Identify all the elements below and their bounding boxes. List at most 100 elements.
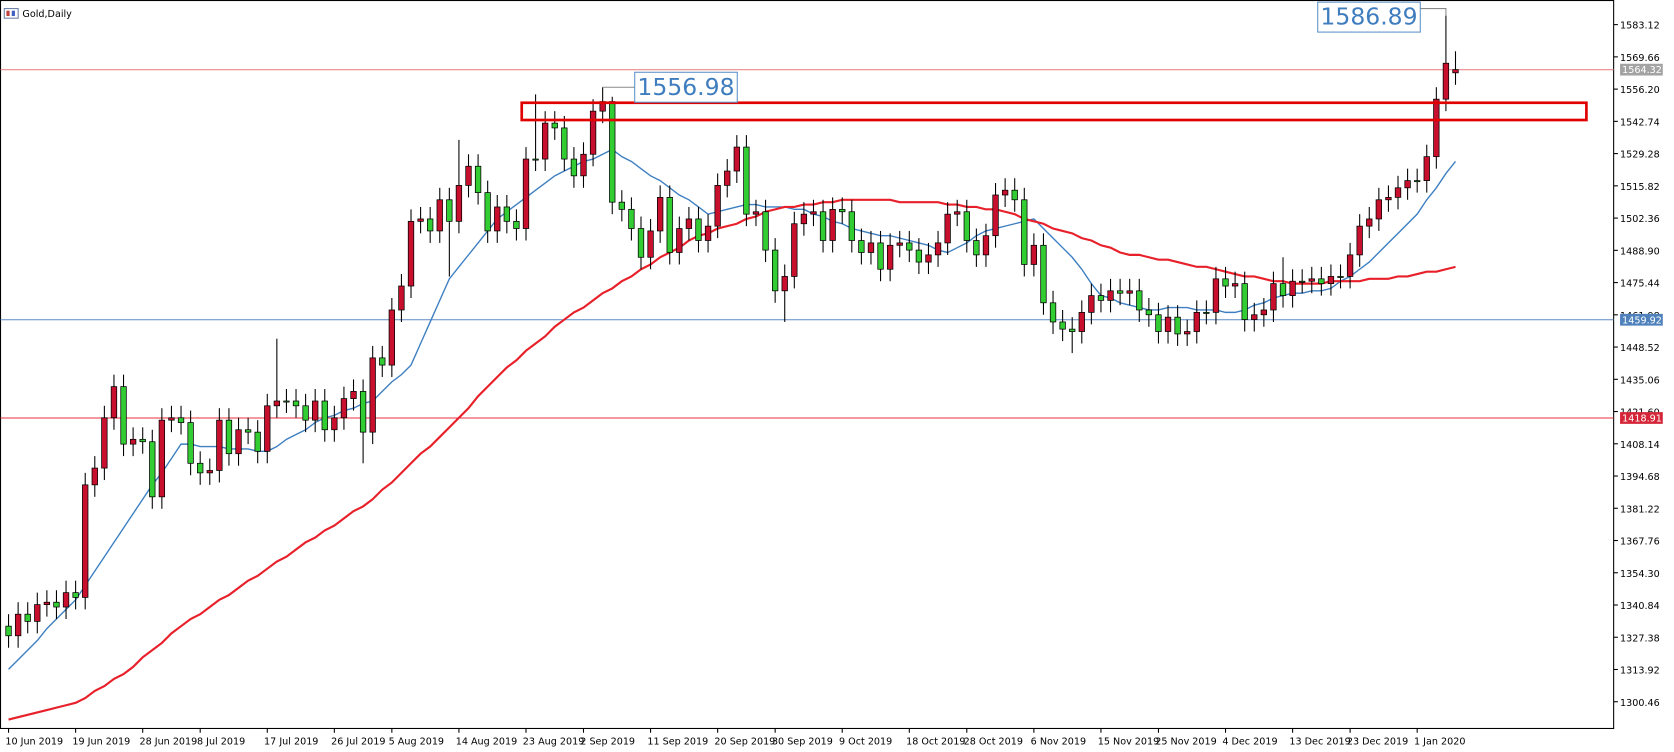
candle-body xyxy=(254,431,261,452)
x-tick-label: 9 Oct 2019 xyxy=(839,736,892,747)
annotation-connector xyxy=(1420,8,1447,16)
x-tick-label: 25 Nov 2019 xyxy=(1155,736,1217,747)
candle-body xyxy=(1433,98,1440,158)
x-tick-label: 5 Aug 2019 xyxy=(389,736,444,747)
candle-body xyxy=(139,438,146,443)
candle-body xyxy=(743,146,750,215)
candle-body xyxy=(149,441,156,498)
y-tick-label: 1488.90 xyxy=(1620,246,1660,257)
candle-body xyxy=(1251,314,1258,320)
candle-body xyxy=(513,220,520,229)
candle-body xyxy=(474,165,482,193)
candle-body xyxy=(589,110,597,155)
x-tick-label: 11 Sep 2019 xyxy=(647,736,708,747)
candle-body xyxy=(886,244,894,270)
candle-body xyxy=(1423,156,1430,181)
y-tick-label: 1313.92 xyxy=(1620,666,1660,677)
x-tick-label: 8 Jul 2019 xyxy=(197,736,245,747)
candle-body xyxy=(800,213,808,225)
candle-body xyxy=(187,422,194,464)
candle-body xyxy=(657,197,664,232)
candle-body xyxy=(206,470,213,474)
candle-body xyxy=(551,122,558,129)
candle-body xyxy=(398,285,405,311)
candle-body xyxy=(359,391,367,433)
candle-body xyxy=(427,218,434,232)
x-tick-label: 30 Sep 2019 xyxy=(772,736,833,747)
price-label-box xyxy=(1620,412,1663,424)
candle-body xyxy=(1308,278,1315,282)
y-tick-label: 1556.20 xyxy=(1620,85,1660,96)
x-tick-label: 23 Aug 2019 xyxy=(523,736,585,747)
candle-body xyxy=(963,211,970,241)
candle-body xyxy=(1375,199,1382,220)
candle-body xyxy=(244,429,252,433)
candle-body xyxy=(1155,314,1162,332)
x-tick-label: 13 Dec 2019 xyxy=(1289,736,1350,747)
y-tick-label: 1340.84 xyxy=(1620,601,1660,612)
y-tick-label: 1502.36 xyxy=(1620,214,1660,225)
x-tick-label: 10 Jun 2019 xyxy=(5,736,63,747)
price-label: 1459.92 xyxy=(1622,315,1662,326)
candle-body xyxy=(1136,290,1143,311)
candle-body xyxy=(101,417,108,469)
candle-body xyxy=(129,438,137,445)
chart-icon xyxy=(3,8,19,19)
candle-body xyxy=(350,391,357,399)
candle-body xyxy=(120,386,127,445)
candle-body xyxy=(762,211,769,251)
candle-body xyxy=(1241,283,1248,320)
candle-body xyxy=(1184,331,1191,335)
candle-body xyxy=(1366,218,1373,227)
candle-body xyxy=(867,242,875,253)
candle-body xyxy=(992,194,999,237)
zone-rectangle xyxy=(520,101,1588,122)
candle-body xyxy=(72,592,79,598)
candle-body xyxy=(1174,316,1181,335)
candle-body xyxy=(1452,69,1459,74)
candle-body xyxy=(791,223,798,277)
candle-body xyxy=(724,170,731,186)
candle-body xyxy=(302,405,309,421)
candle-body xyxy=(283,400,290,403)
candle-body xyxy=(954,211,961,215)
candle-body xyxy=(388,309,395,366)
x-tick-label: 17 Jul 2019 xyxy=(264,736,318,747)
candle-body xyxy=(542,122,549,160)
candle-body xyxy=(1164,316,1172,332)
candle-body xyxy=(1030,244,1038,265)
candle-body xyxy=(417,218,424,222)
candle-body xyxy=(1270,283,1277,311)
candle-body xyxy=(944,213,951,244)
candle-body xyxy=(1107,290,1114,301)
candle-body xyxy=(915,249,923,263)
candle-body xyxy=(848,211,855,241)
candle-body xyxy=(1222,278,1229,287)
candle-body xyxy=(1011,189,1018,201)
candle-body xyxy=(1193,311,1200,332)
candle-body xyxy=(1231,283,1239,287)
candle-body xyxy=(379,357,386,366)
candle-body xyxy=(906,242,913,251)
candle-body xyxy=(494,206,501,232)
candle-body xyxy=(561,127,568,160)
candle-body xyxy=(1049,302,1057,323)
y-tick-label: 1300.46 xyxy=(1620,698,1660,709)
candle-body xyxy=(110,386,118,419)
y-tick-label: 1583.12 xyxy=(1620,21,1660,32)
candle-body xyxy=(91,467,98,486)
candle-body xyxy=(484,192,491,232)
candle-body xyxy=(666,197,673,253)
candle-body xyxy=(925,254,932,263)
y-tick-label: 1542.74 xyxy=(1620,117,1660,128)
candle-body xyxy=(34,604,41,622)
candle-body xyxy=(225,419,233,455)
x-tick-label: 18 Oct 2019 xyxy=(906,736,965,747)
candle-body xyxy=(1059,321,1066,330)
x-tick-label: 28 Jun 2019 xyxy=(139,736,197,747)
candle-body xyxy=(177,417,185,423)
candle-body xyxy=(676,228,683,253)
candle-body xyxy=(522,158,530,229)
candle-body xyxy=(810,211,817,215)
